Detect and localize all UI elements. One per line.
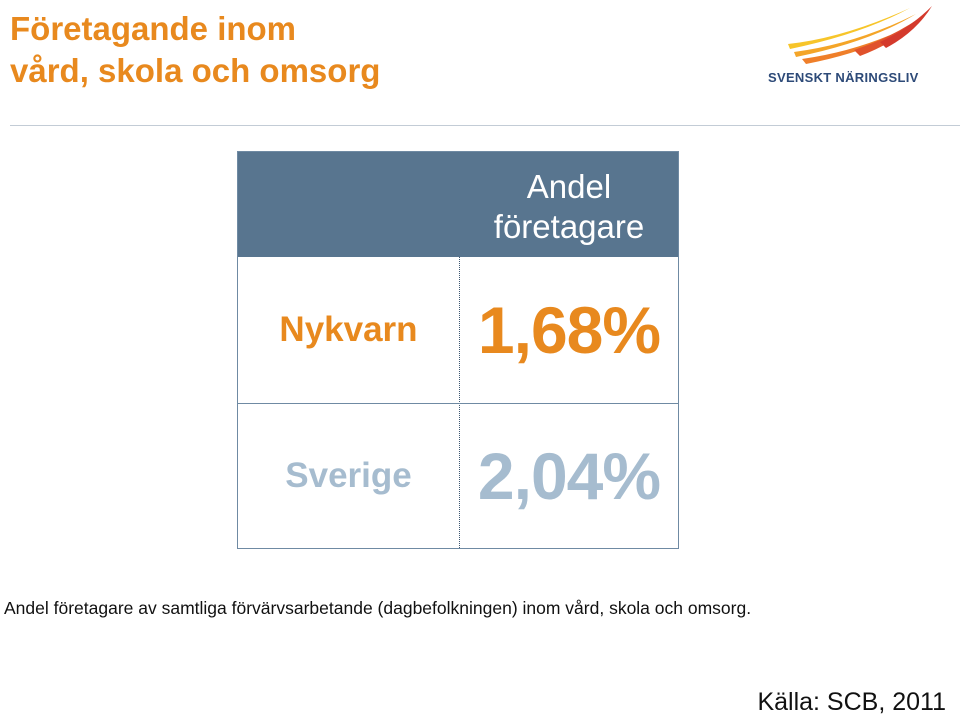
caption: Andel företagare av samtliga förvärvsarb… (4, 598, 752, 618)
source-note: Källa: SCB, 2011 (757, 688, 946, 716)
flame-swoosh-icon (788, 6, 932, 64)
row-value-sverige: 2,04% (477, 439, 661, 513)
table-row-nykvarn: Nykvarn 1,68% (238, 257, 678, 404)
column-header-line2: företagare (493, 207, 645, 245)
slide-title-line2: vård, skola och omsorg (10, 52, 381, 89)
row-label-sverige: Sverige (285, 456, 412, 495)
row-label-nykvarn: Nykvarn (279, 310, 418, 349)
table-header-row: Andel företagare (238, 152, 678, 257)
column-header-line1: Andel (526, 167, 612, 205)
svenskt-naringsliv-logo: SVENSKT NÄRINGSLIV (764, 4, 940, 86)
column-header: Andel företagare (460, 152, 678, 257)
slide-title-line1: Företagande inom (10, 10, 297, 47)
header-divider (10, 125, 960, 126)
share-table: Andel företagare Nykvarn 1,68% Sverige 2… (237, 151, 679, 549)
row-value-nykvarn: 1,68% (477, 293, 661, 367)
slide-title: Företagande inom vård, skola och omsorg (10, 8, 380, 92)
table-row-sverige: Sverige 2,04% (238, 404, 678, 548)
column-divider (459, 257, 460, 548)
logo-text: SVENSKT NÄRINGSLIV (768, 70, 919, 85)
